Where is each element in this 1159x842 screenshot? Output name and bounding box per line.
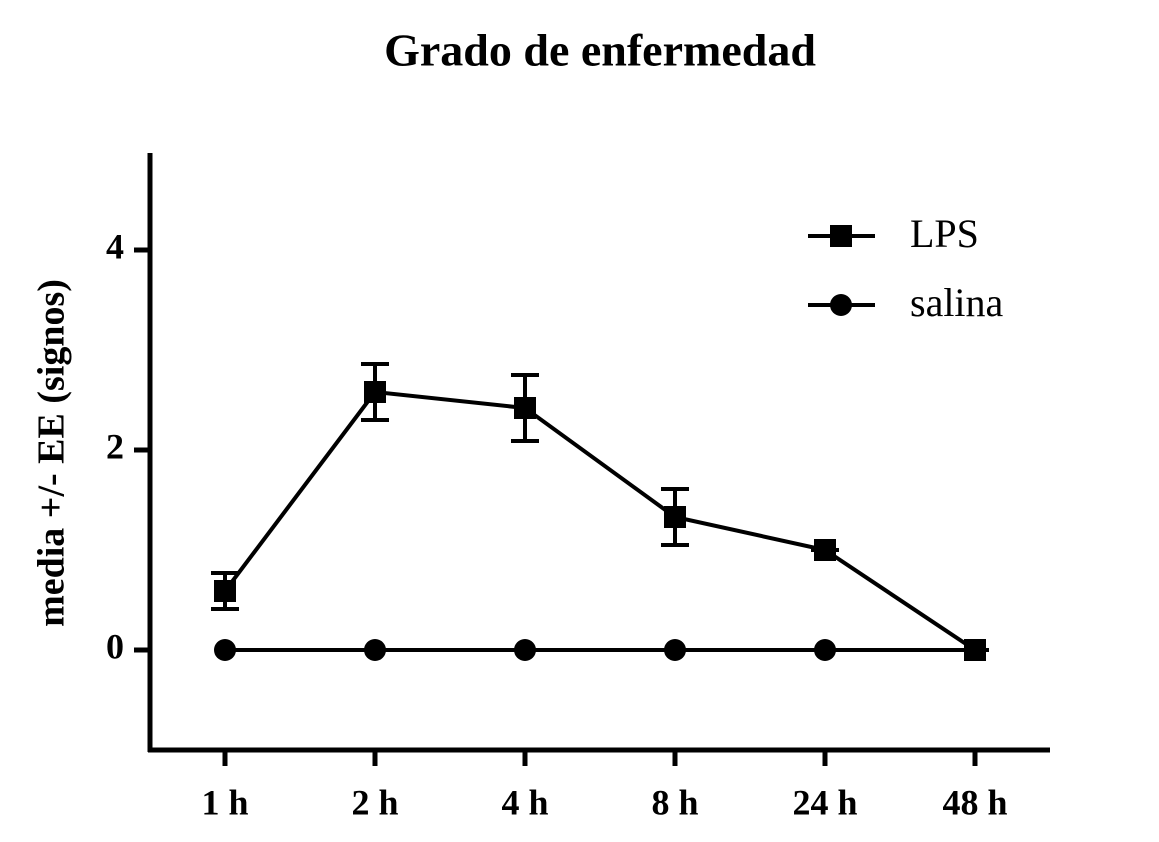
series-line <box>223 389 977 652</box>
x-tick-label: 48 h <box>942 782 1007 822</box>
x-tick-label: 1 h <box>201 782 248 822</box>
data-point <box>514 397 536 419</box>
x-tick-label: 24 h <box>792 782 857 822</box>
data-point <box>664 506 686 528</box>
chart-title: Grado de enfermedad <box>384 25 816 76</box>
data-point <box>364 639 386 661</box>
y-tick-label: 4 <box>106 226 124 266</box>
data-point <box>214 639 236 661</box>
data-point <box>364 381 386 403</box>
data-point <box>514 639 536 661</box>
data-point <box>664 639 686 661</box>
x-tick-label: 8 h <box>651 782 698 822</box>
data-point <box>814 539 836 561</box>
legend-marker <box>830 225 852 247</box>
x-tick-label: 2 h <box>351 782 398 822</box>
data-point <box>964 639 986 661</box>
y-tick-label: 2 <box>106 426 124 466</box>
data-point <box>814 639 836 661</box>
legend-label: salina <box>910 280 1004 325</box>
legend-marker <box>830 294 852 316</box>
y-axis-label: media +/- EE (signos) <box>31 279 73 627</box>
x-tick-label: 4 h <box>501 782 548 822</box>
y-tick-label: 0 <box>106 626 124 666</box>
legend-label: LPS <box>910 211 979 256</box>
data-point <box>214 580 236 602</box>
